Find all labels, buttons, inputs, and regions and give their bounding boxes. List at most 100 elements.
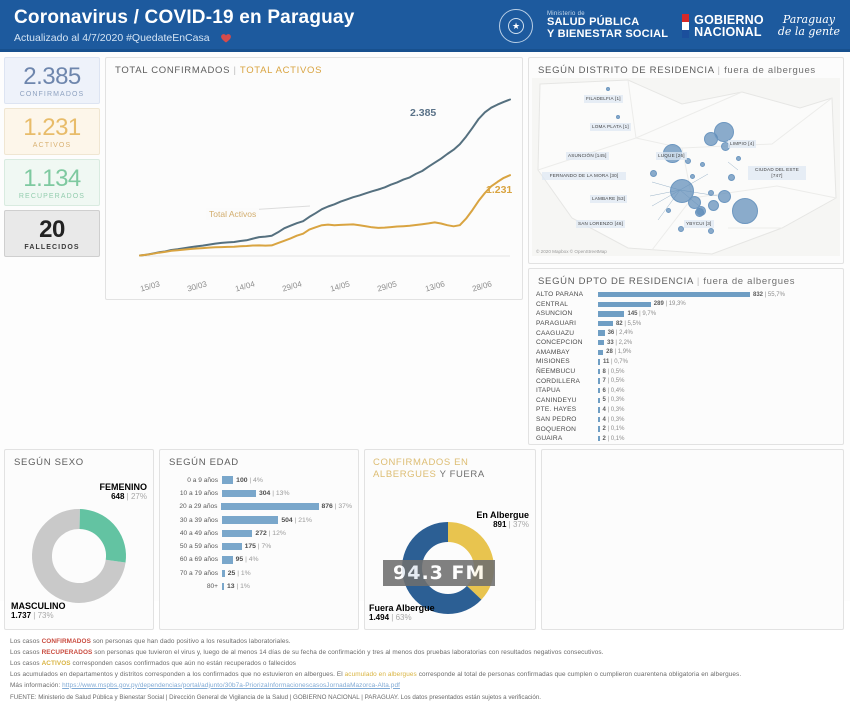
dept-row[interactable]: GUAIRA 2 | 0,1% <box>536 434 837 444</box>
header-left: Coronavirus / COVID-19 en Paraguay Actua… <box>0 7 354 45</box>
dept-row[interactable]: MISIONES 11 | 0,7% <box>536 357 837 367</box>
age-row[interactable]: 10 a 19 años 304 | 13% <box>164 487 352 500</box>
map-bubble-loma-plata[interactable] <box>616 115 620 119</box>
dept-row[interactable]: ASUNCION 145 | 9,7% <box>536 309 837 319</box>
radio-station-watermark: 94.3 FM <box>383 559 496 586</box>
age-row-value: 100 | 4% <box>236 476 263 484</box>
map-bubble-lambare[interactable] <box>688 196 701 209</box>
map-bubble-san-pedro[interactable] <box>666 208 671 213</box>
age-row-bar <box>222 556 233 564</box>
age-row[interactable]: 30 a 39 años 504 | 21% <box>164 513 352 526</box>
map-bubble-cordillera[interactable] <box>700 162 705 167</box>
dept-row[interactable]: PARAGUARI 82 | 5,5% <box>536 319 837 329</box>
line-chart-title-separator: | <box>233 65 237 76</box>
age-row-value: 304 | 13% <box>259 489 290 497</box>
line-chart-panel: TOTAL CONFIRMADOS | TOTAL ACTIVOS Total … <box>105 57 523 300</box>
age-row-bar <box>222 489 256 498</box>
map-canvas[interactable]: FILADELFIA [1] LOMA PLATA [1] ASUNCIÓN [… <box>532 78 840 256</box>
albergue-en-value: 891 <box>493 519 507 529</box>
age-row-value: 272 | 12% <box>255 529 286 537</box>
age-row-label: 80+ <box>206 583 218 591</box>
age-row-value: 25 | 1% <box>227 569 251 577</box>
footer-more-info-link[interactable]: https://www.mspbs.gov.py/dependencias/po… <box>62 681 400 689</box>
header-subtitle-row: Actualizado al 4/7/2020 #QuedateEnCasa <box>14 31 354 45</box>
line-chart-title: TOTAL CONFIRMADOS | TOTAL ACTIVOS <box>106 58 522 76</box>
dept-row-value: 36 | 2,4% <box>607 330 633 337</box>
age-row-value: 504 | 21% <box>281 516 312 524</box>
map-bubble-itapua[interactable] <box>708 228 714 234</box>
line-chart-annotation-activos: Total Activos <box>206 208 260 220</box>
dept-row[interactable]: ALTO PARANA 832 | 55,7% <box>536 290 837 300</box>
sex-panel-title: SEGÚN SEXO <box>14 456 84 468</box>
sex-femenino-value: 648 <box>111 491 125 501</box>
dept-row-value: 82 | 5,5% <box>615 320 642 327</box>
page-title: Coronavirus / COVID-19 en Paraguay <box>14 7 355 28</box>
map-bubble-canindeyu[interactable] <box>736 156 741 161</box>
dept-row[interactable]: PTE. HAYES 4 | 0,3% <box>536 405 837 415</box>
age-row-bar <box>222 516 279 524</box>
map-bubble-guaira[interactable] <box>690 174 695 179</box>
age-row-label: 40 a 49 años <box>179 529 218 537</box>
albergue-en-pct: 37% <box>512 519 529 529</box>
map-panel[interactable]: SEGÚN DISTRITO DE RESIDENCIA | fuera de … <box>528 57 844 264</box>
dept-row[interactable]: SAN PEDRO 4 | 0,3% <box>536 415 837 425</box>
age-row[interactable]: 60 a 69 años 95 | 4% <box>164 553 352 566</box>
dept-row-label: AMAMBAY <box>536 348 570 356</box>
empty-panel <box>541 448 844 630</box>
age-row[interactable]: 20 a 29 años 876 | 37% <box>164 500 352 513</box>
map-label-lambare: LAMBARE [53] <box>590 195 628 203</box>
dept-row[interactable]: ÑEEMBUCU 8 | 0,5% <box>536 367 837 377</box>
age-row[interactable]: 0 a 9 años 100 | 4% <box>164 474 352 487</box>
ministry-prefix: Ministerio de <box>546 10 585 17</box>
age-row[interactable]: 50 a 59 años 175 | 7% <box>164 540 352 553</box>
dept-row[interactable]: AMAMBAY 28 | 1,9% <box>536 348 837 358</box>
dept-row-bar <box>598 301 651 308</box>
line-chart-svg <box>139 98 511 257</box>
albergue-title-line-2a: ALBERGUES <box>373 468 437 480</box>
dept-row-value: 145 | 9,7% <box>627 310 657 317</box>
map-label-fernando-de-la-mora: FERNANDO DE LA MORA [30] <box>542 172 626 180</box>
map-bubble-presidente-franco[interactable] <box>696 206 706 216</box>
map-title-separator: | <box>717 65 721 76</box>
age-row-label: 60 a 69 años <box>179 556 218 564</box>
age-row[interactable]: 80+ 13 | 1% <box>164 580 352 593</box>
dept-row[interactable]: CORDILLERA 7 | 0,5% <box>536 376 837 386</box>
age-row-bar <box>222 529 253 538</box>
dept-row[interactable]: CONCEPCION 33 | 2,2% <box>536 338 837 348</box>
dept-row-label: CONCEPCION <box>536 339 583 347</box>
age-bar-panel: SEGÚN EDAD 0 a 9 años 100 | 4% 10 a 19 año… <box>159 448 359 630</box>
sex-masculino-pct: 73% <box>37 610 54 620</box>
map-label-loma-plata: LOMA PLATA [1] <box>590 123 631 131</box>
map-bubble-caaguazu[interactable] <box>685 158 691 164</box>
footer-line-acumulados: Los acumulados en departamentos y distri… <box>10 669 842 680</box>
sex-label-masculino: MASCULINO 1.737 | 73% <box>11 600 66 620</box>
map-bubble-hernandarias[interactable] <box>708 200 719 211</box>
dept-row[interactable]: BOQUERON 2 | 0,1% <box>536 424 837 434</box>
map-label-san-lorenzo: SAN LORENZO [46] <box>576 220 626 228</box>
dept-row-bar <box>598 349 604 356</box>
footer-line4-link[interactable]: acumulado en albergues <box>344 670 417 678</box>
map-bubble-ybycui[interactable] <box>708 190 714 196</box>
dept-title-sub: fuera de albergues <box>703 276 796 287</box>
footer-line3-a: Los casos <box>10 659 42 667</box>
dept-row[interactable]: CANINDEYU 5 | 0,3% <box>536 396 837 406</box>
map-bubble-paraguari[interactable] <box>728 174 735 181</box>
dept-row[interactable]: ITAPUA 6 | 0,4% <box>536 386 837 396</box>
map-bubble-filadelfia[interactable] <box>606 87 610 91</box>
map-bubble-ciudad-del-este[interactable] <box>732 198 758 224</box>
dept-row-label: ÑEEMBUCU <box>536 368 576 376</box>
ministry-line-1: SALUD PÚBLICA <box>546 16 640 29</box>
kpi-column: 2.385 CONFIRMADOS 1.231 ACTIVOS 1.134 RE… <box>4 57 100 445</box>
map-bubble-misiones[interactable] <box>678 226 684 232</box>
dept-row[interactable]: CENTRAL 289 | 19,3% <box>536 300 837 310</box>
age-row[interactable]: 40 a 49 años 272 | 12% <box>164 527 352 540</box>
age-row[interactable]: 70 a 79 años 25 | 1% <box>164 567 352 580</box>
kpi-activos: 1.231 ACTIVOS <box>4 108 100 155</box>
dept-row[interactable]: CAAGUAZU 36 | 2,4% <box>536 328 837 338</box>
map-bubble-minga-guazu[interactable] <box>718 190 731 203</box>
map-bubble-amambay[interactable] <box>714 122 734 142</box>
map-bubble-asuncion[interactable] <box>650 170 657 177</box>
map-label-ciudad-del-este: CIUDAD DEL ESTE [747] <box>748 166 806 180</box>
kpi-fallecidos-label: FALLECIDOS <box>24 244 80 251</box>
sex-femenino-label: FEMENINO <box>99 481 147 492</box>
